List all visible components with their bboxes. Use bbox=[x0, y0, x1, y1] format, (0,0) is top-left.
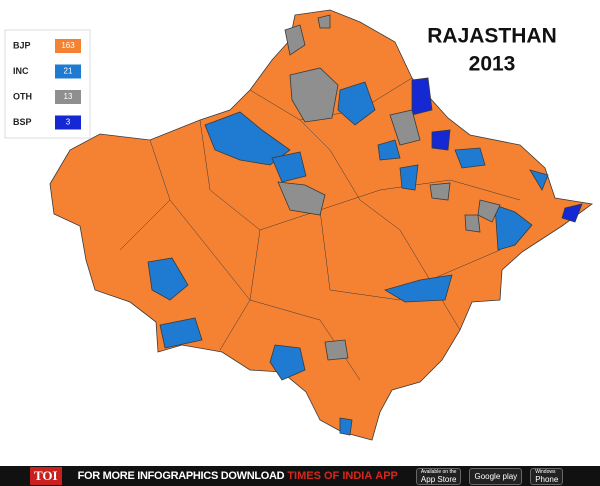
title-line: 2013 bbox=[469, 53, 516, 76]
badge-large-text: Google play bbox=[474, 471, 518, 481]
store-badges: Available on the App Store Google play Wind… bbox=[408, 467, 564, 485]
badge-large-text: Phone bbox=[535, 475, 559, 484]
store-badge[interactable]: Google play bbox=[469, 467, 523, 485]
legend-swatch bbox=[55, 115, 81, 130]
inc-district bbox=[339, 139, 549, 436]
map-canvas: BJP 163 INC 21 OTH 13 BSP 3 RAJASTHAN 2013 bbox=[4, 9, 594, 441]
inc-district bbox=[147, 257, 189, 301]
legend: BJP 163 INC 21 OTH 13 BSP 3 bbox=[13, 39, 81, 130]
legend-swatch bbox=[55, 39, 81, 53]
title-line: RAJASTHAN bbox=[427, 25, 557, 48]
bsp-district bbox=[411, 77, 583, 223]
toi-logo: TOI bbox=[30, 467, 62, 485]
footer-text: FOR MORE INFOGRAPHICS DOWNLOAD bbox=[77, 470, 285, 482]
badge-small-text: Windows bbox=[535, 469, 556, 475]
legend-label: INC bbox=[13, 66, 29, 76]
oth-district bbox=[277, 109, 501, 361]
legend-label: OTH bbox=[13, 91, 32, 101]
legend-label: BSP bbox=[13, 117, 32, 127]
footer-brand: TIMES OF INDIA bbox=[287, 470, 373, 482]
oth-district bbox=[284, 14, 339, 123]
footer-app: APP bbox=[375, 470, 398, 482]
badge-small-text: Available on the bbox=[420, 469, 457, 475]
inc-district bbox=[337, 81, 376, 126]
inc-district bbox=[159, 317, 203, 349]
legend-value: 13 bbox=[64, 92, 73, 101]
legend-value: 163 bbox=[61, 41, 75, 50]
footer-bar: TOI FOR MORE INFOGRAPHICS DOWNLOAD TIMES… bbox=[0, 466, 600, 486]
rajasthan-map bbox=[49, 9, 594, 441]
legend-label: BJP bbox=[13, 40, 31, 50]
inc-district bbox=[269, 344, 306, 381]
store-badge[interactable]: Windows Phone bbox=[530, 467, 564, 485]
legend-swatch bbox=[55, 64, 81, 79]
legend-value: 21 bbox=[64, 67, 73, 76]
badge-large-text: App Store bbox=[420, 475, 457, 484]
inc-district bbox=[384, 274, 453, 303]
legend-value: 3 bbox=[66, 118, 71, 127]
inc-district bbox=[494, 204, 533, 251]
store-badge[interactable]: Available on the App Store bbox=[415, 467, 462, 485]
legend-swatch bbox=[55, 90, 81, 104]
inc-district bbox=[271, 151, 307, 183]
